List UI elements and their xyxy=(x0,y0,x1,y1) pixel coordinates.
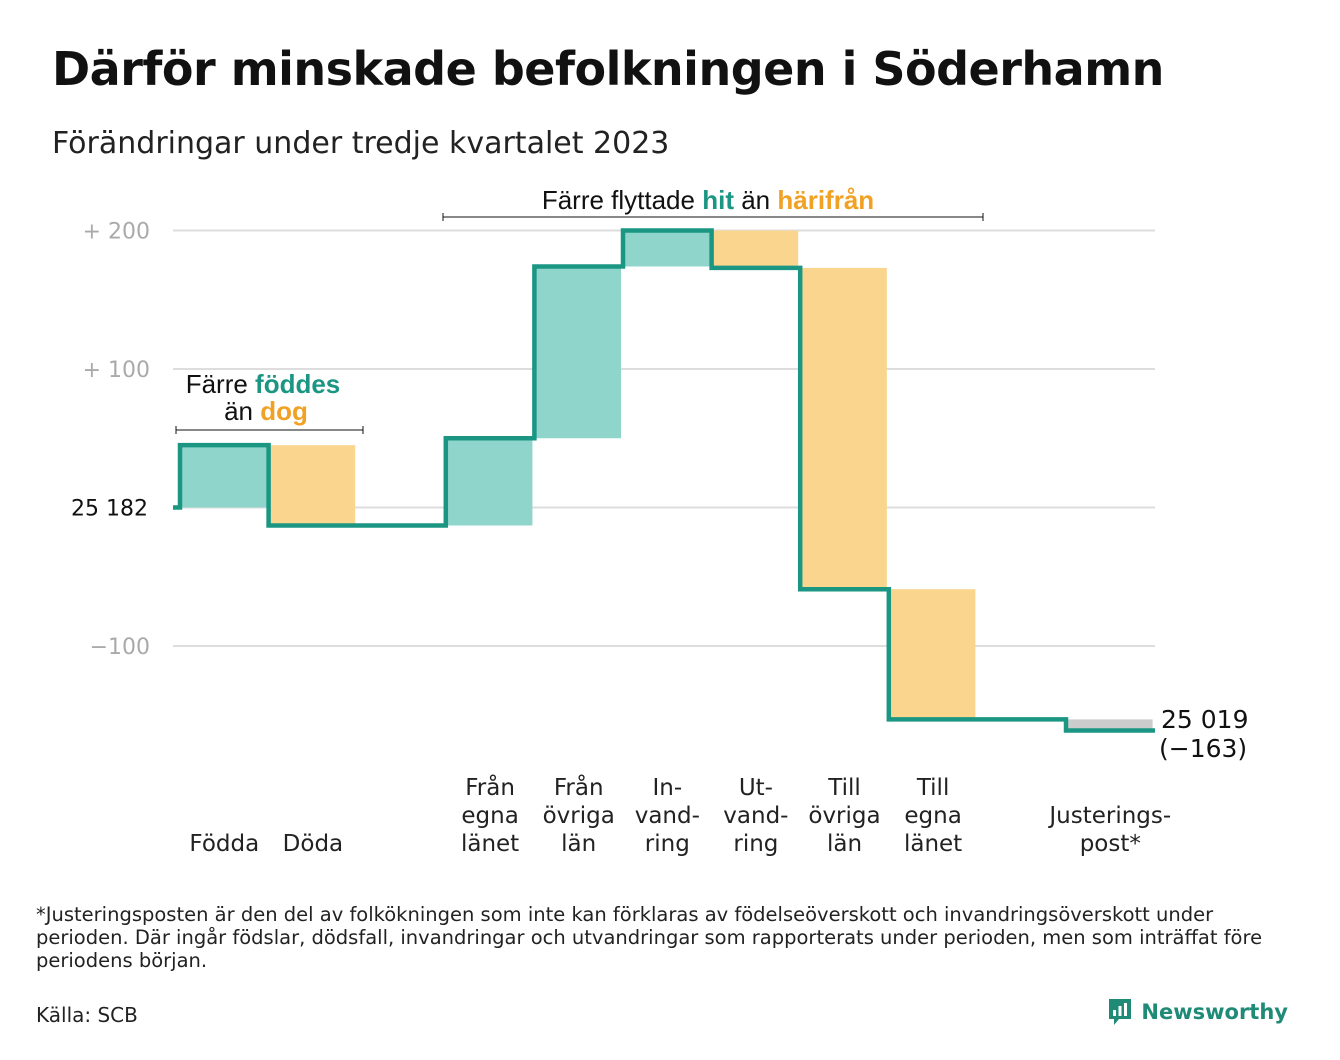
bar-3 xyxy=(447,438,533,526)
x-label-3-0: Från xyxy=(465,773,515,801)
x-axis-labels: Födda DödaFrånegnalänetFrånövrigalänIn-va… xyxy=(189,773,1171,857)
annotation-births-deaths-line2: än dog xyxy=(224,396,308,426)
bar-0 xyxy=(182,445,267,508)
x-label-5-0: In- xyxy=(652,775,682,801)
x-label-4-0: Från xyxy=(554,773,604,801)
x-label-6-1: vand- xyxy=(723,803,788,829)
end-change: (−163) xyxy=(1159,734,1247,763)
x-label-4-2: län xyxy=(561,831,596,857)
x-label-4-1: övriga xyxy=(543,803,615,829)
x-label-6-0: Ut- xyxy=(739,775,773,801)
x-label-5-2: ring xyxy=(645,831,690,857)
brand-name: Newsworthy xyxy=(1141,1000,1288,1024)
brand-logo: Newsworthy xyxy=(1107,997,1288,1027)
end-value: 25 019 xyxy=(1161,705,1248,734)
bar-4 xyxy=(536,266,621,439)
bar-1 xyxy=(270,445,356,526)
x-label-7-0: Till xyxy=(827,775,861,801)
annotation-2-part-0: Färre flyttade xyxy=(542,185,702,215)
annotation-births-deaths-line1: Färre föddes xyxy=(186,369,341,399)
chart-title: Därför minskade befolkningen i Söderhamn xyxy=(52,42,1164,96)
x-label-10-0: Justerings- xyxy=(1047,803,1171,829)
bar-5 xyxy=(625,230,710,267)
x-label-8-2: länet xyxy=(904,831,962,857)
step-line-path xyxy=(173,228,1155,733)
source-note: Källa: SCB xyxy=(36,1003,138,1027)
bar-10 xyxy=(1068,719,1153,731)
y-axis-labels: + 200 + 100 25 182 −100 xyxy=(71,220,150,661)
x-label-7-1: övriga xyxy=(808,803,880,829)
annotation-2-part-2: än xyxy=(734,185,777,215)
grid-lines xyxy=(173,229,1155,647)
y-tick-label-3: −100 xyxy=(90,635,150,660)
annotation-migration: Färre flyttade hit än härifrån xyxy=(542,185,874,215)
x-label-3-2: länet xyxy=(461,831,519,857)
annotation-1-part-1: föddes xyxy=(255,369,340,399)
annotation-1-part-0: Färre xyxy=(186,369,255,399)
end-value-label: 25 019(−163) xyxy=(1159,705,1248,763)
y-tick-label-2: 25 182 xyxy=(71,497,148,522)
y-tick-label-0: + 200 xyxy=(83,220,150,245)
x-label-8-1: egna xyxy=(904,803,961,829)
x-label-8-0: Till xyxy=(916,775,950,801)
x-label-0-0: Födda xyxy=(189,831,259,857)
bar-6 xyxy=(713,230,799,268)
footnote: *Justeringsposten är den del av folkökni… xyxy=(36,903,1263,972)
y-tick-label-1: + 100 xyxy=(83,358,150,383)
annotation-1-part-2: än xyxy=(224,396,260,426)
annotation-1-part-3: dog xyxy=(260,396,308,426)
x-label-3-1: egna xyxy=(461,803,518,829)
step-line xyxy=(173,228,1155,733)
bar-7 xyxy=(802,267,887,590)
x-label-7-2: län xyxy=(827,831,862,857)
bar-8 xyxy=(890,589,976,720)
newsworthy-logo-icon xyxy=(1109,999,1132,1025)
annotation-2-part-3: härifrån xyxy=(777,185,874,215)
x-label-5-1: vand- xyxy=(635,803,700,829)
bars xyxy=(182,230,1153,731)
x-label-1-0: Döda xyxy=(283,831,343,857)
x-label-10-1: post* xyxy=(1080,831,1141,857)
x-label-6-2: ring xyxy=(733,831,778,857)
chart-subtitle: Förändringar under tredje kvartalet 2023 xyxy=(52,126,670,161)
annotation-2-part-1: hit xyxy=(702,185,734,215)
